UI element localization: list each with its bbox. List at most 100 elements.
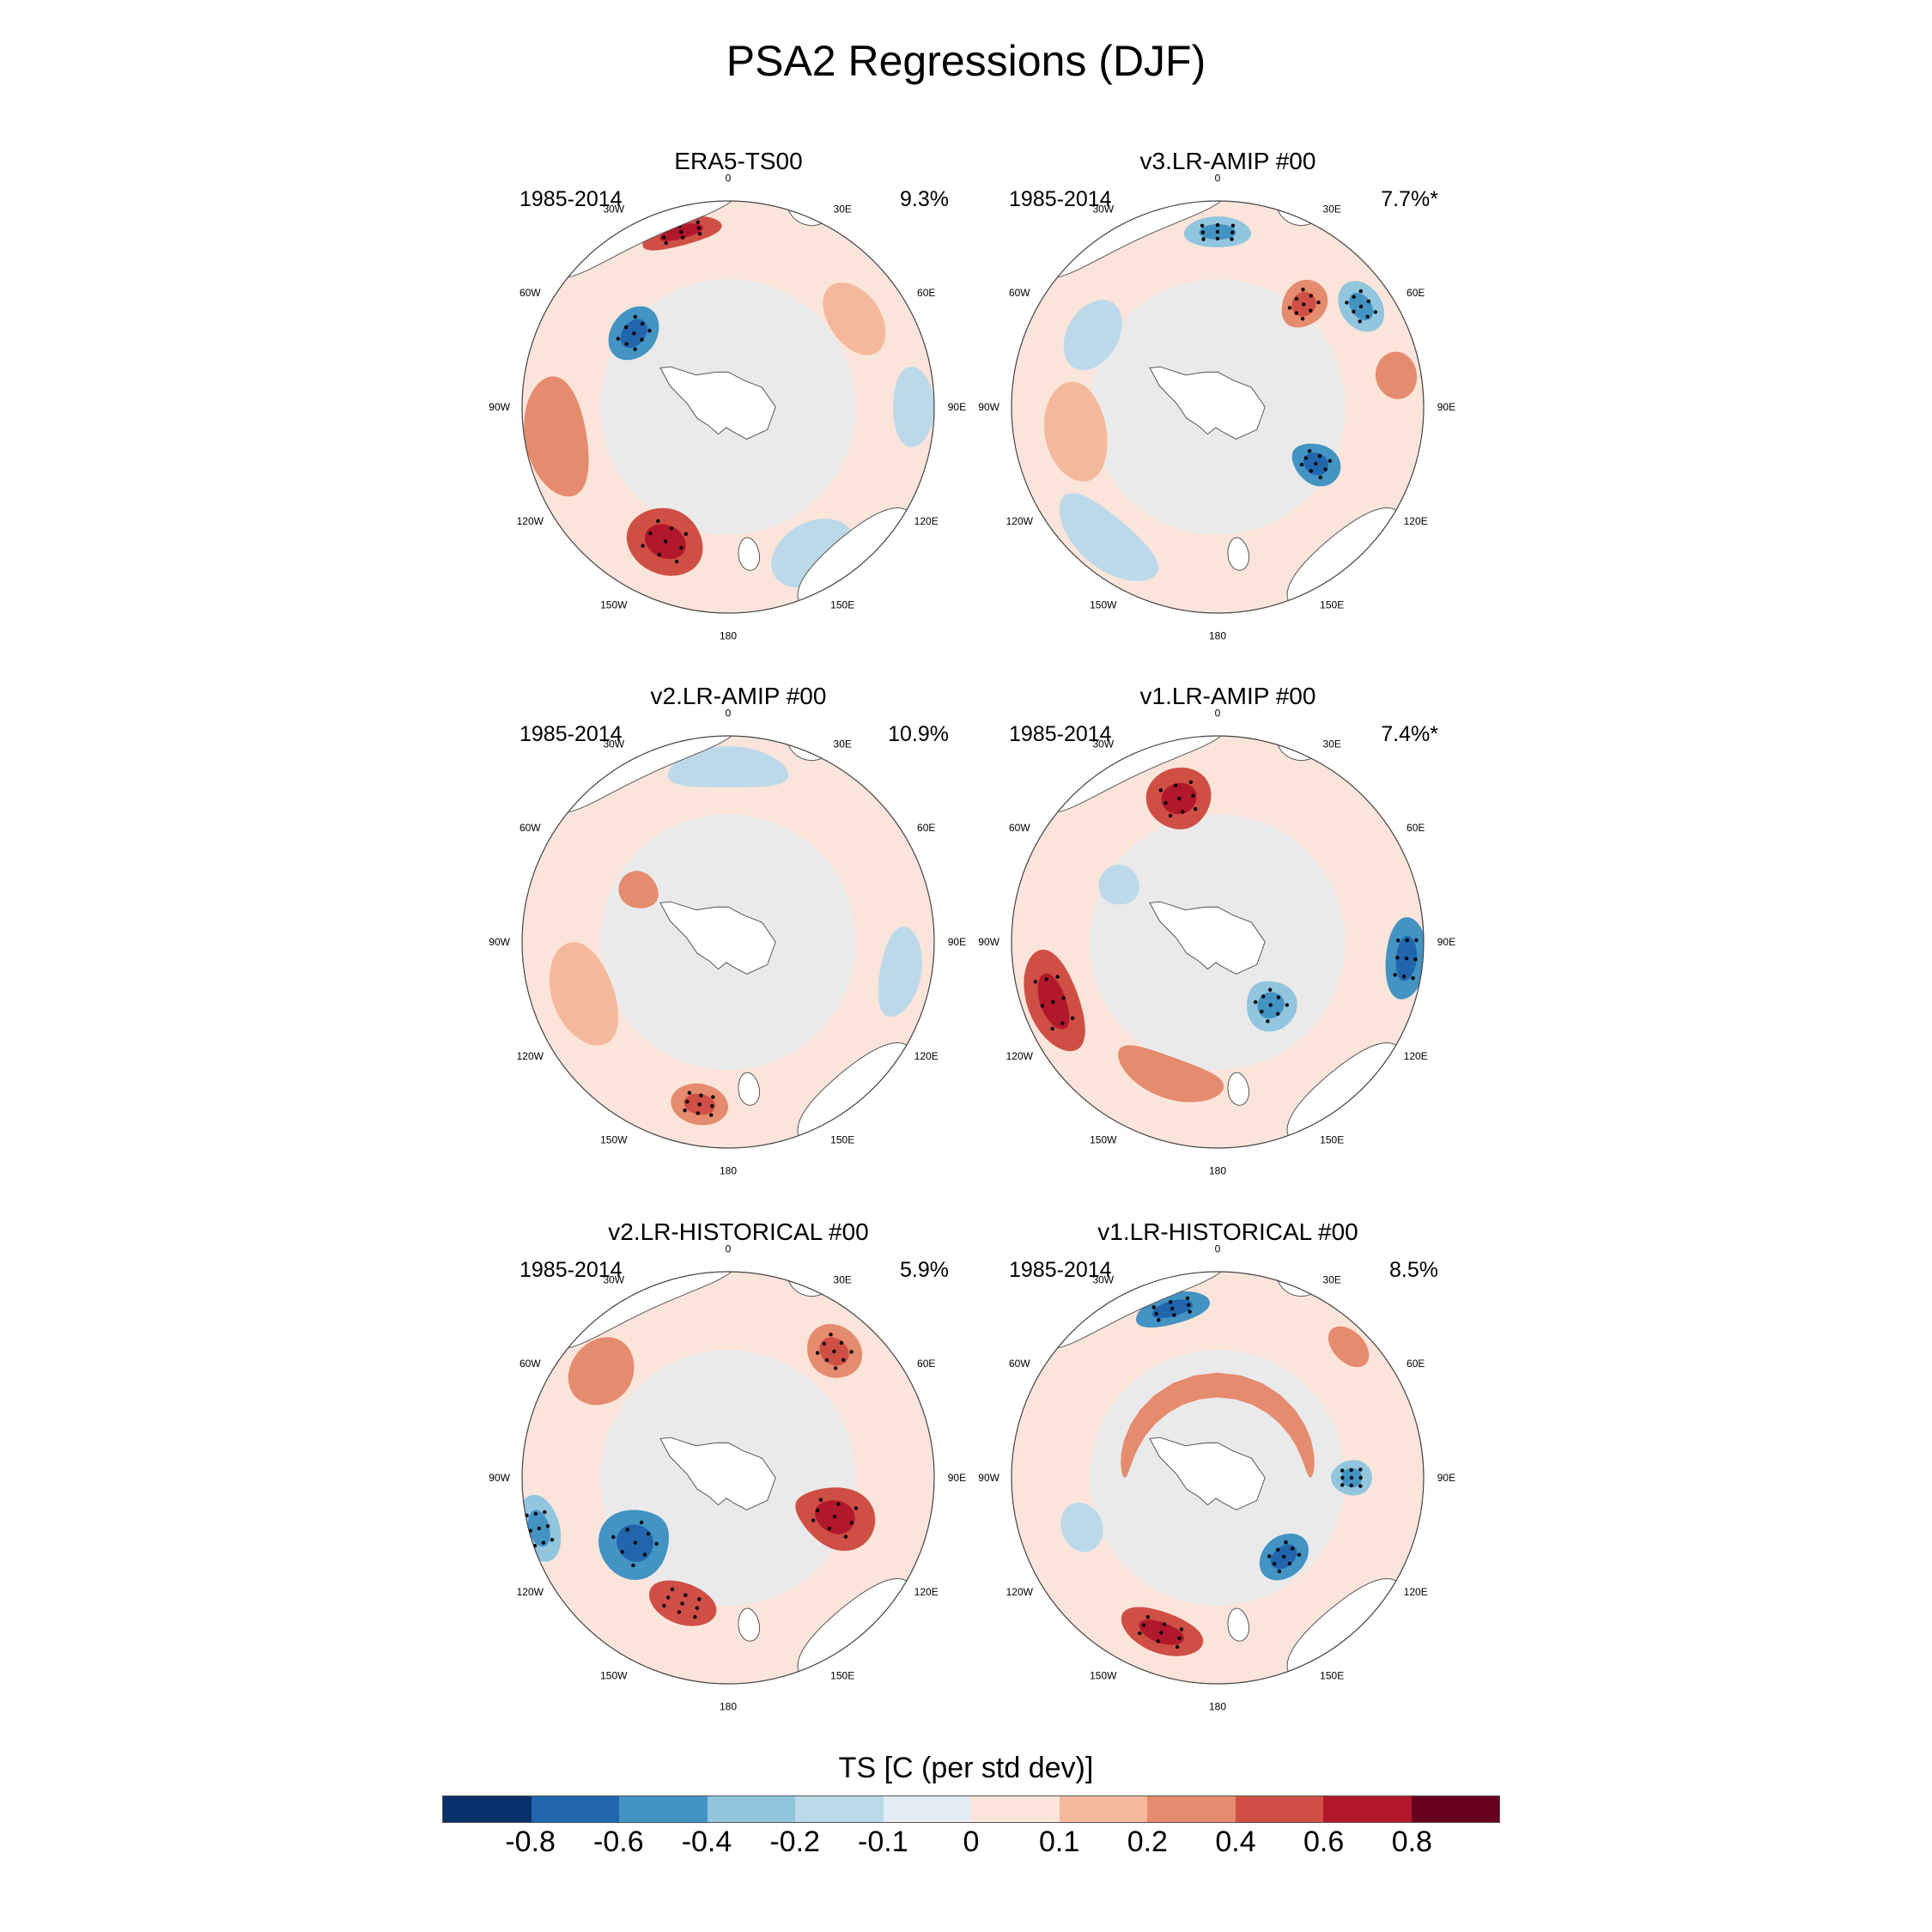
significance-dot (1051, 999, 1055, 1004)
significance-dot (639, 1520, 644, 1525)
anomaly-region (1059, 493, 1158, 581)
longitude-label: 30E (834, 1273, 852, 1285)
significance-dot (696, 1111, 700, 1115)
significance-dot (669, 526, 674, 531)
significance-dot (1277, 1569, 1282, 1574)
significance-dot (1327, 459, 1333, 463)
longitude-label: 120W (1006, 1050, 1034, 1062)
significance-dot (1154, 1311, 1158, 1316)
colorbar-box (1323, 1796, 1412, 1822)
significance-dot (1291, 1546, 1295, 1551)
significance-dot (1169, 1300, 1173, 1304)
panel-title: ERA5-TS00 (674, 148, 803, 174)
page-title: PSA2 Regressions (DJF) (726, 37, 1206, 85)
longitude-label: 150W (600, 599, 628, 611)
significance-dot (697, 232, 702, 236)
significance-dot (1215, 229, 1220, 234)
significance-dot (836, 1502, 841, 1506)
significance-dot (1358, 289, 1363, 294)
significance-dot (1230, 230, 1235, 234)
longitude-label: 150E (1320, 1134, 1344, 1146)
colorbar-tick-label: -0.8 (505, 1826, 556, 1858)
significance-dot (1044, 977, 1048, 981)
significance-dot (697, 1597, 702, 1601)
significance-dot (633, 314, 637, 319)
anomaly-region (1063, 300, 1122, 371)
significance-dot (1317, 453, 1322, 459)
significance-dot (1151, 1305, 1156, 1309)
significance-dot (697, 1102, 702, 1107)
longitude-label: 30W (603, 738, 624, 750)
significance-dot (1060, 1021, 1065, 1025)
significance-dot (1188, 1309, 1192, 1314)
significance-dot (1163, 800, 1168, 805)
colorbar-tick-label: -0.6 (593, 1826, 644, 1858)
colorbar-tick-label: 0.1 (1039, 1826, 1080, 1858)
map-border (1011, 735, 1425, 1149)
longitude-label: 150E (830, 1670, 854, 1682)
panel-period: 1985-2014 (519, 722, 623, 746)
map-border (1011, 200, 1425, 614)
significance-dot (1254, 999, 1258, 1005)
significance-dot (683, 532, 688, 537)
panel-variance: 9.3% (900, 187, 949, 211)
significance-dot (1300, 317, 1305, 321)
longitude-label: 60W (519, 287, 541, 299)
significance-dot (818, 1498, 823, 1502)
significance-dot (543, 1510, 547, 1515)
longitude-label: 90E (948, 401, 966, 413)
significance-dot (1266, 1019, 1270, 1024)
significance-dot (1349, 1475, 1354, 1480)
significance-dot (1261, 994, 1266, 999)
new-zealand-landmass (738, 1072, 761, 1106)
significance-dot (816, 1508, 820, 1513)
longitude-label: 60W (1009, 287, 1030, 299)
significance-dot (1287, 306, 1292, 310)
colorbar-box (1411, 1796, 1499, 1822)
longitude-label: 30E (834, 738, 852, 750)
significance-dot (1365, 314, 1370, 319)
colorbar-tick-label: 0 (963, 1826, 980, 1858)
significance-dot (1040, 1004, 1045, 1008)
significance-dot (1366, 299, 1370, 304)
significance-dot (1230, 223, 1236, 228)
significance-dot (1309, 294, 1313, 298)
longitude-label: 30E (1323, 1273, 1341, 1285)
longitude-label: 150W (1090, 599, 1117, 611)
panel-title: v3.LR-AMIP #00 (1139, 148, 1316, 174)
significance-dot (1230, 237, 1234, 241)
significance-dot (1358, 1484, 1363, 1488)
longitude-label: 60W (1009, 822, 1030, 834)
antarctica-landmass (1149, 366, 1266, 440)
longitude-label: 120W (517, 1050, 544, 1062)
anomaly-region (878, 927, 922, 1018)
significance-dot (1294, 296, 1298, 301)
significance-dot (1033, 980, 1037, 984)
colorbar-tick-label: -0.2 (769, 1826, 820, 1858)
significance-dot (1276, 1012, 1280, 1016)
antarctica-landmass (659, 1437, 776, 1510)
map-panel: v2.LR-AMIP #00 1985-2014 10.9% 0 30E 60E 90E 12… (489, 683, 1142, 1181)
longitude-label: 120E (914, 1586, 939, 1598)
significance-dot (616, 337, 621, 341)
longitude-label: 60E (1406, 822, 1425, 834)
significance-dot (550, 1538, 555, 1542)
longitude-label: 120W (517, 515, 544, 527)
significance-dot (1070, 1016, 1075, 1020)
significance-dot (849, 1350, 854, 1354)
map-field (1012, 1272, 1424, 1684)
significance-dot (1188, 780, 1194, 785)
colorbar-tick-label: 0.8 (1391, 1826, 1432, 1858)
longitude-label: 30W (603, 1273, 624, 1285)
longitude-label: 0 (1215, 708, 1221, 720)
significance-dot (1414, 938, 1419, 943)
panel-variance: 7.4%* (1381, 722, 1438, 746)
significance-dot (1340, 1468, 1345, 1473)
significance-dot (1158, 788, 1163, 793)
colorbar (442, 1795, 1500, 1823)
significance-dot (833, 1366, 838, 1370)
longitude-label: 180 (720, 1164, 737, 1176)
map-field (1012, 736, 1424, 1148)
significance-dot (827, 1526, 832, 1531)
polar-map: 0 30E 60E 90E 120E 150E 180 150W 120W 90W 60W 30W (978, 173, 1455, 642)
